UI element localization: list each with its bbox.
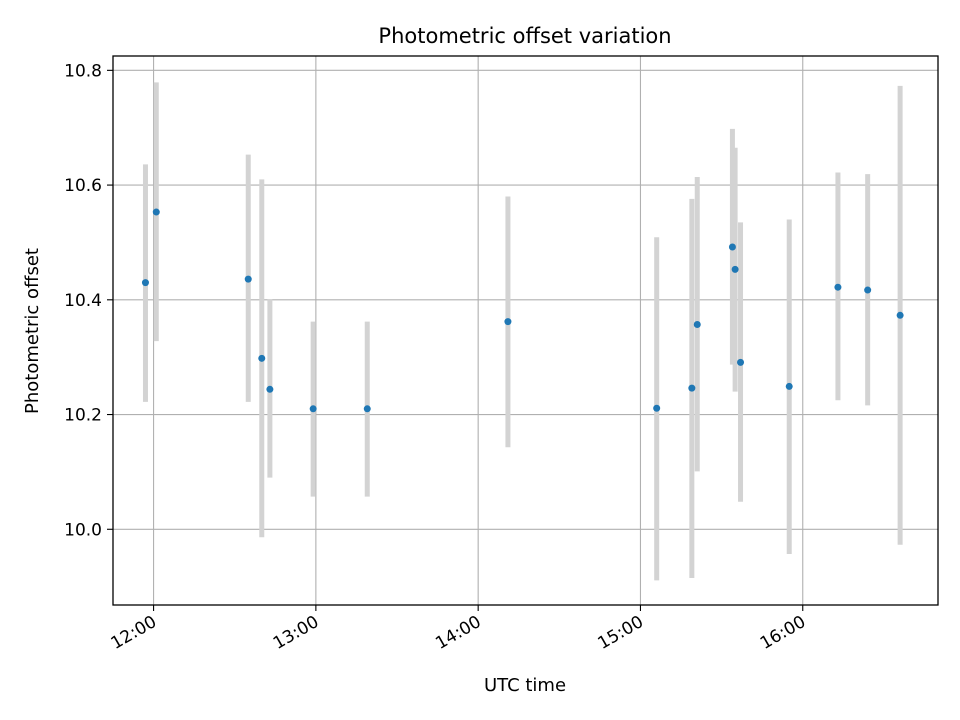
data-point [731,265,739,273]
data-point [693,320,701,328]
data-point [258,354,266,362]
y-tick-label: 10.0 [64,520,102,540]
data-point [688,384,696,392]
y-tick-label: 10.8 [64,61,102,81]
data-point [653,404,661,412]
data-point [737,358,745,366]
chart-title: Photometric offset variation [378,24,671,48]
y-tick-label: 10.6 [64,176,102,196]
data-point [141,279,149,287]
data-point [728,243,736,251]
plot-frame [112,55,939,606]
y-axis-title: Photometric offset [22,248,43,414]
data-point [363,405,371,413]
data-point [864,286,872,294]
data-point [244,275,252,283]
y-tick-label: 10.2 [64,406,102,426]
data-point [152,208,160,216]
x-axis-title: UTC time [484,675,566,696]
data-points [141,208,904,413]
y-tick-label: 10.4 [64,291,102,311]
data-point [309,405,317,413]
data-point [266,385,274,393]
data-point [834,283,842,291]
data-point [785,382,793,390]
data-point [504,318,512,326]
data-point [896,311,904,319]
